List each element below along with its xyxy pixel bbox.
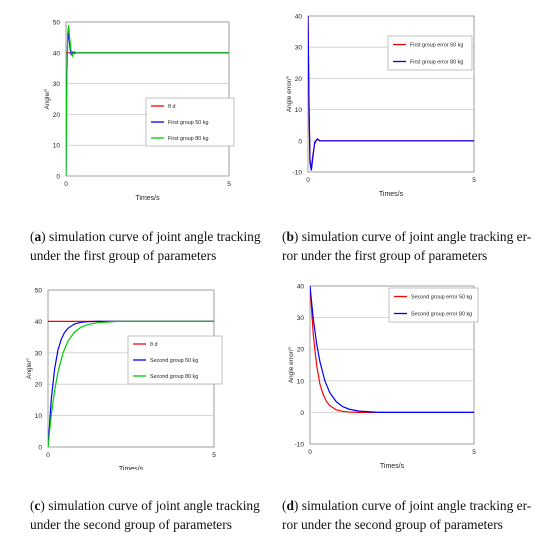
x-tick-label: 0 — [308, 449, 312, 456]
x-axis-label: Times/s — [135, 195, 160, 200]
caption-line2: under the first group of parameters — [30, 248, 217, 263]
legend-box — [388, 287, 479, 323]
x-tick-label: 0 — [46, 452, 50, 459]
x-tick-label: 5 — [212, 452, 216, 459]
y-tick-label: 0 — [38, 445, 42, 452]
y-axis-label: Angle error/° — [287, 346, 295, 383]
y-tick-label: 0 — [56, 174, 60, 181]
caption-line1: simulation curve of joint angle tracking — [48, 498, 260, 513]
y-tick-label: 30 — [53, 81, 61, 88]
legend-entry: First group 50 kg — [168, 120, 208, 126]
y-tick-label: 10 — [295, 107, 303, 114]
series-line-1 — [310, 286, 474, 413]
y-tick-label: -10 — [293, 170, 303, 177]
legend-entry: First group error 50 kg — [410, 43, 463, 49]
y-axis-label: Angle/° — [25, 358, 33, 379]
x-axis-label: Times/s — [119, 466, 144, 470]
caption-a: (a) simulation curve of joint angle trac… — [30, 229, 261, 263]
series-line-2 — [48, 320, 214, 447]
caption-line2: ror under the first group of parameters — [282, 248, 488, 263]
caption-line1: simulation curve of joint angle tracking — [48, 229, 261, 244]
caption-line1: simulation curve of joint angle tracking… — [301, 229, 532, 244]
caption-letter: c — [34, 498, 41, 513]
caption-b: (b) simulation curve of joint angle trac… — [282, 229, 532, 263]
x-tick-label: 5 — [227, 181, 231, 188]
chart-panel-c: 0 10 20 30 40 50 0 5 Times/s Angle/° θ d Second gro… — [25, 288, 223, 470]
y-tick-label: 20 — [53, 112, 61, 119]
series-line-3 — [48, 320, 214, 447]
caption-letter: a — [34, 229, 42, 244]
y-tick-label: 20 — [297, 347, 305, 354]
series-line-3 — [66, 25, 229, 176]
y-tick-label: 0 — [298, 138, 302, 145]
y-tick-label: -10 — [295, 442, 305, 449]
series-line-2 — [308, 16, 474, 171]
legend-entry: θ d — [150, 342, 158, 348]
y-tick-label: 40 — [53, 50, 61, 57]
y-tick-label: 30 — [295, 45, 303, 52]
y-tick-label: 30 — [35, 350, 43, 357]
legend-entry: Second group error 50 kg — [411, 295, 472, 301]
caption-letter: d — [286, 498, 294, 513]
x-tick-label: 5 — [472, 449, 476, 456]
y-tick-label: 40 — [297, 284, 305, 291]
y-tick-label: 30 — [297, 315, 305, 322]
y-tick-label: 10 — [35, 413, 43, 420]
caption-d: (d) simulation curve of joint angle trac… — [282, 498, 532, 532]
y-tick-label: 10 — [53, 143, 61, 150]
y-tick-label: 0 — [300, 410, 304, 417]
legend-entry: θ d — [168, 104, 176, 110]
series-line-2 — [310, 286, 474, 413]
legend-box — [387, 35, 473, 71]
legend-entry: Second group 50 kg — [150, 358, 198, 364]
legend-entry: Second group error 80 kg — [411, 312, 472, 318]
y-tick-label: 20 — [35, 382, 43, 389]
y-tick-label: 50 — [35, 288, 43, 295]
y-tick-label: 40 — [295, 14, 303, 21]
x-tick-label: 0 — [64, 181, 68, 188]
y-axis-label: Angle error/° — [285, 75, 293, 112]
y-tick-label: 40 — [35, 319, 43, 326]
y-tick-label: 10 — [297, 378, 305, 385]
caption-line1: simulation curve of joint angle tracking… — [301, 498, 532, 513]
chart-panel-a: 0 10 20 30 40 50 0 5 Times/s Angle/° θ d First grou… — [43, 20, 235, 200]
caption-c: (c) simulation curve of joint angle trac… — [30, 498, 260, 532]
x-axis-label: Times/s — [379, 191, 404, 198]
y-axis-label: Angle/° — [43, 88, 51, 109]
y-tick-label: 20 — [295, 76, 303, 83]
caption-line2: ror under the second group of parameters — [282, 517, 503, 532]
caption-line2: under the second group of parameters — [30, 517, 232, 532]
x-axis-label: Times/s — [380, 463, 405, 470]
legend-entry: Second group 80 kg — [150, 374, 198, 380]
legend-entry: First group error 80 kg — [410, 60, 463, 66]
legend-entry: First group 80 kg — [168, 136, 208, 142]
x-tick-label: 0 — [306, 177, 310, 184]
y-tick-label: 50 — [53, 20, 61, 27]
caption-letter: b — [286, 229, 294, 244]
x-tick-label: 5 — [472, 177, 476, 184]
